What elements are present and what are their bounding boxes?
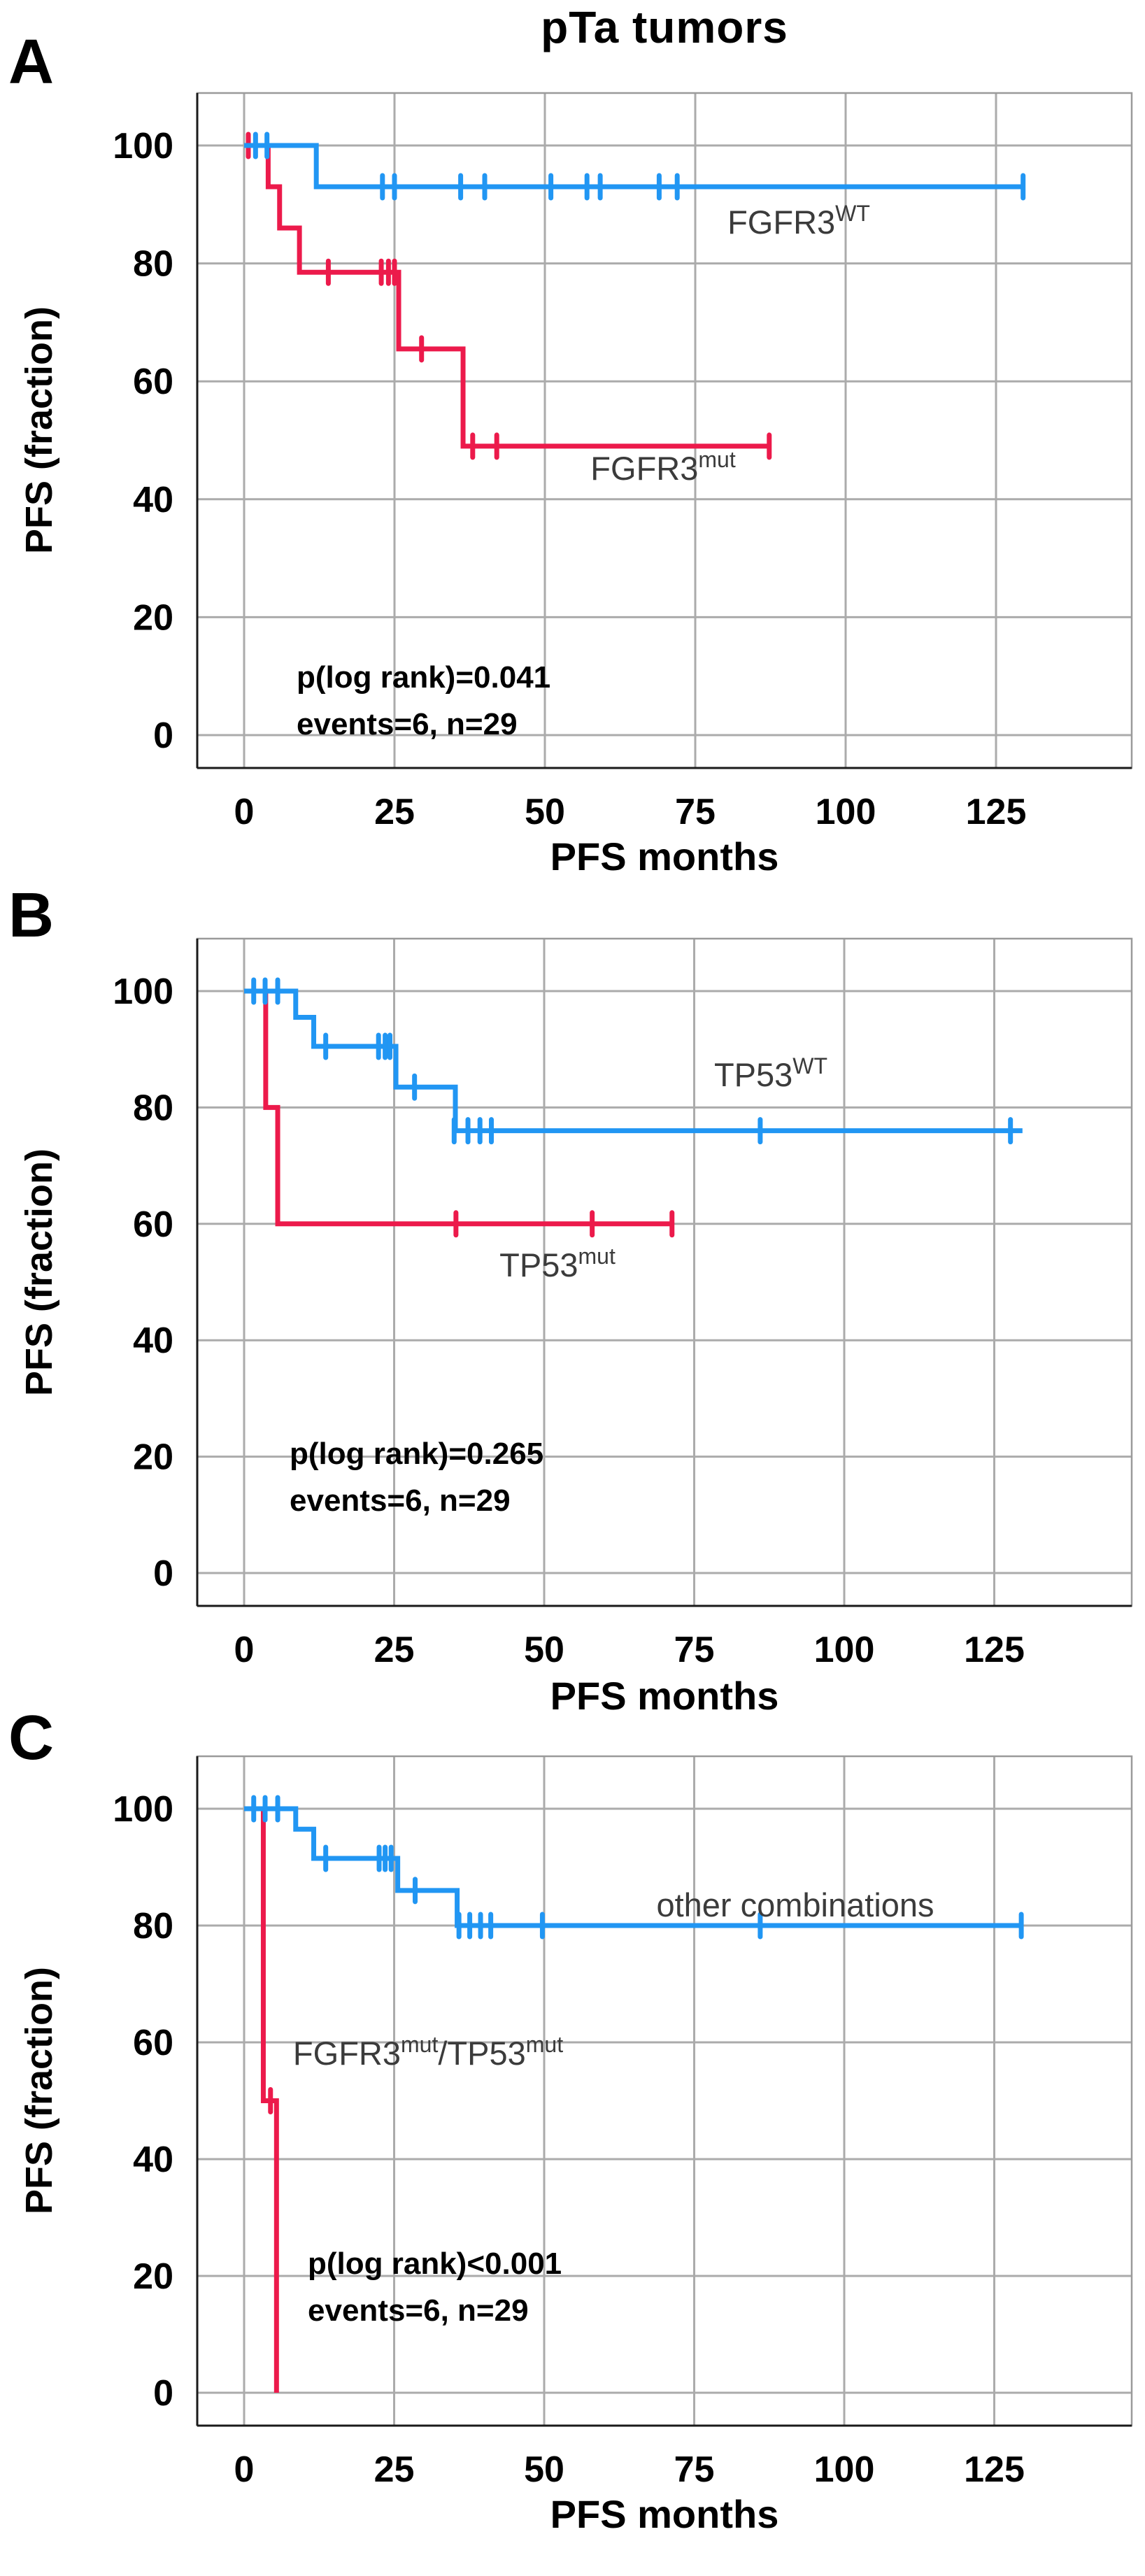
y-tick-label: 0 (153, 716, 173, 756)
x-tick-label: 125 (964, 2449, 1025, 2490)
survival-curve-tp53-wild-type (244, 988, 1023, 1134)
x-tick-label: 25 (374, 1630, 415, 1670)
y-axis-title-a: PFS (fraction) (18, 306, 60, 555)
p-value-c: p(log rank)<0.001 (308, 2247, 562, 2281)
stats-annotation-a: p(log rank)=0.041 events=6, n=29 (297, 655, 550, 748)
y-tick-label: 40 (133, 2140, 173, 2180)
curve-fgfr3-wild-type: FGFR3WT (244, 131, 1026, 241)
figure-title: pTa tumors (541, 2, 788, 52)
curve-label-fgfr3-mutant: FGFR3mut (590, 447, 736, 487)
curve-fgfr3-mutant: FGFR3mut (244, 131, 772, 487)
panel-letter-c: C (8, 1703, 54, 1773)
x-axis-title-c: PFS months (550, 2492, 779, 2536)
x-tick-label: 75 (674, 2449, 715, 2490)
x-tick-label: 125 (966, 792, 1027, 832)
x-tick-label: 0 (234, 2449, 255, 2490)
p-value-a: p(log rank)=0.041 (297, 660, 551, 695)
events-b: events=6, n=29 (290, 1483, 511, 1518)
x-tick-label: 25 (374, 2449, 415, 2490)
stats-annotation-b: p(log rank)=0.265 events=6, n=29 (290, 1431, 543, 1525)
stats-annotation-c: p(log rank)<0.001 events=6, n=29 (308, 2241, 562, 2335)
x-tick-label: 100 (816, 792, 876, 832)
panel-letter-a: A (8, 27, 54, 97)
x-axis-title-a: PFS months (550, 834, 779, 878)
y-tick-label: 20 (133, 2256, 173, 2297)
x-tick-label: 50 (524, 1630, 564, 1670)
x-tick-label: 100 (814, 1630, 875, 1670)
y-tick-label: 100 (113, 1789, 173, 1830)
y-tick-label: 60 (133, 2023, 173, 2063)
panel-c: 0 25 50 75 100 125 0 20 40 60 80 100 FGFR3mut/TP53mu… (113, 1755, 1133, 2490)
panel-b: 0 25 50 75 100 125 0 20 40 60 80 100 TP53mut TP53WT (113, 937, 1133, 1670)
x-tick-label: 100 (814, 2449, 875, 2490)
y-tick-label: 60 (133, 362, 173, 402)
curve-label-tp53-mutant: TP53mut (499, 1244, 616, 1283)
curve-tp53-wild-type: TP53WT (244, 977, 1023, 1145)
curve-tp53-mutant: TP53mut (244, 988, 675, 1283)
y-tick-label: 80 (133, 1906, 173, 1947)
x-tick-label: 0 (234, 1630, 255, 1670)
curve-label-tp53-wild-type: TP53WT (714, 1053, 827, 1093)
curve-label-fgfr3-mutant-tp53-mutant: FGFR3mut/TP53mut (293, 2032, 563, 2072)
y-tick-label: 0 (153, 1553, 173, 1594)
x-tick-label: 0 (234, 792, 255, 832)
y-tick-label: 100 (113, 972, 173, 1012)
x-tick-label: 25 (374, 792, 415, 832)
panel-a: 0 25 50 75 100 125 0 20 40 60 80 100 FGFR3mut FGFR3WT (113, 92, 1133, 832)
tick-labels-b: 0 25 50 75 100 125 0 20 40 60 80 100 (113, 972, 1025, 1670)
y-tick-label: 60 (133, 1204, 173, 1245)
tick-labels-c: 0 25 50 75 100 125 0 20 40 60 80 100 (113, 1789, 1025, 2490)
survival-curve-fgfr3-mutant (244, 143, 769, 449)
x-tick-label: 50 (524, 2449, 564, 2490)
x-tick-label: 125 (964, 1630, 1025, 1670)
y-tick-label: 20 (133, 597, 173, 638)
gridlines-b (197, 939, 1132, 1606)
curve-other-combinations: other combinations (244, 1795, 1024, 1940)
y-tick-label: 40 (133, 1321, 173, 1361)
tick-labels-a: 0 25 50 75 100 125 0 20 40 60 80 100 (113, 126, 1026, 832)
x-axis-title-b: PFS months (550, 1674, 779, 1718)
events-a: events=6, n=29 (297, 706, 518, 741)
panel-letter-b: B (8, 881, 54, 951)
events-c: events=6, n=29 (308, 2293, 529, 2328)
curve-label-other-combinations: other combinations (656, 1886, 934, 1923)
x-tick-label: 75 (674, 1630, 715, 1670)
gridlines-a (197, 93, 1132, 768)
p-value-b: p(log rank)=0.265 (290, 1437, 544, 1471)
y-tick-label: 80 (133, 1088, 173, 1128)
curve-label-fgfr3-wild-type: FGFR3WT (727, 201, 870, 241)
y-tick-label: 0 (153, 2373, 173, 2414)
y-tick-label: 80 (133, 244, 173, 285)
survival-curve-other-combinations (244, 1806, 1022, 1928)
y-tick-label: 40 (133, 480, 173, 520)
x-tick-label: 50 (525, 792, 565, 832)
survival-curve-fgfr3-wild-type (244, 143, 1023, 190)
x-tick-label: 75 (675, 792, 716, 832)
y-axis-title-b: PFS (fraction) (18, 1148, 60, 1397)
y-tick-label: 20 (133, 1437, 173, 1478)
y-tick-label: 100 (113, 126, 173, 166)
y-axis-title-c: PFS (fraction) (18, 1966, 60, 2215)
